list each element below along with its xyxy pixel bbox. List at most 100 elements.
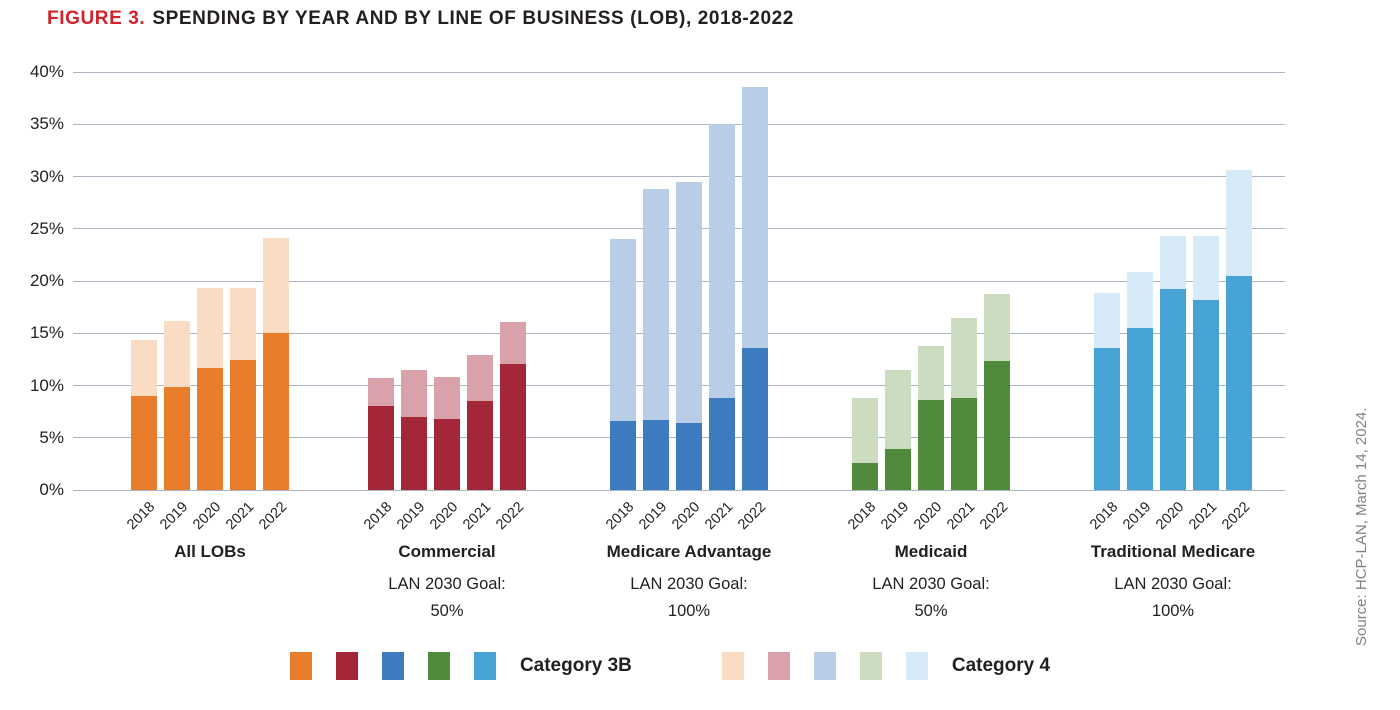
bar-medicare-advantage-2020 [676, 181, 702, 490]
goal-text-line1: LAN 2030 Goal: [872, 575, 990, 593]
legend-swatch-cat3b-all-lobs [289, 652, 312, 680]
segment-category-3b [852, 462, 878, 490]
segment-category-3b [1226, 275, 1252, 490]
y-tick-label: 25% [29, 218, 64, 238]
goal-text-line2: 50% [430, 602, 464, 620]
group-label-commercial: Commercial [398, 542, 496, 561]
segment-category-3b [500, 363, 526, 490]
legend: Category 3B Category 4 [0, 652, 1340, 680]
bar-traditional-medicare-2018 [1094, 292, 1120, 490]
segment-category-4 [467, 355, 493, 402]
bar-commercial-2021 [467, 355, 493, 490]
legend-swatch-cat4-medicaid [859, 652, 882, 680]
y-axis-tick-labels: 0% 5% 10% 15% 20% 25% 30% 35% 40% [18, 62, 64, 499]
legend-swatch-cat3b-traditional-medicare [473, 652, 496, 680]
y-tick-label: 10% [29, 375, 64, 395]
group-label-medicare-advantage: Medicare Advantage [606, 542, 772, 561]
gridline-30 [73, 176, 1285, 177]
bar-medicaid-2022 [984, 293, 1010, 490]
gridline-35 [73, 123, 1285, 125]
segment-category-4 [1193, 236, 1219, 300]
y-tick-label: 35% [29, 114, 64, 134]
bar-medicaid-2021 [951, 317, 977, 490]
group-label-all-lobs: All LOBs [174, 542, 246, 561]
segment-category-3b [1160, 289, 1186, 490]
segment-category-3b [1094, 347, 1120, 490]
segment-category-4 [434, 377, 460, 419]
segment-category-4 [1094, 292, 1120, 348]
bar-medicare-advantage-2018 [610, 239, 636, 490]
segment-category-3b [676, 423, 702, 490]
bar-medicaid-2020 [918, 345, 944, 490]
segment-category-3b [401, 416, 427, 490]
legend-swatch-cat4-commercial [767, 652, 790, 680]
segment-category-3b [467, 401, 493, 490]
legend-swatches-category-4 [721, 652, 952, 680]
source-note: Source: HCP-LAN, March 14, 2024. [1353, 407, 1370, 646]
segment-category-4 [918, 345, 944, 401]
segment-category-4 [676, 181, 702, 424]
segment-category-3b [643, 420, 669, 490]
segment-category-4 [263, 238, 289, 334]
bar-all-lobs-2022 [263, 238, 289, 490]
goal-text-line1: LAN 2030 Goal: [630, 575, 748, 593]
legend-label-category-3b: Category 3B [519, 655, 632, 676]
y-tick-label: 30% [29, 166, 64, 186]
segment-category-3b [885, 449, 911, 490]
segment-category-4 [1160, 236, 1186, 290]
segment-category-3b [1193, 299, 1219, 490]
segment-category-4 [197, 288, 223, 368]
segment-category-4 [742, 86, 768, 348]
segment-category-3b [918, 400, 944, 490]
segment-category-3b [951, 398, 977, 490]
segment-category-4 [885, 369, 911, 450]
segment-category-4 [1226, 170, 1252, 276]
legend-swatch-cat3b-medicaid [427, 652, 450, 680]
legend-swatch-cat3b-commercial [335, 652, 358, 680]
y-tick-label: 5% [39, 427, 64, 447]
segment-category-3b [742, 347, 768, 490]
bar-medicare-advantage-2022 [742, 86, 768, 490]
segment-category-4 [131, 339, 157, 396]
segment-category-4 [610, 239, 636, 422]
segment-category-3b [164, 386, 190, 490]
gridline-40 [73, 71, 1285, 73]
y-tick-label: 0% [39, 480, 64, 499]
segment-category-3b [368, 406, 394, 490]
segment-category-3b [984, 361, 1010, 490]
y-tick-label: 15% [29, 323, 64, 343]
bar-commercial-2020 [434, 377, 460, 490]
bar-traditional-medicare-2019 [1127, 271, 1153, 490]
bar-commercial-2022 [500, 321, 526, 490]
plot-area: 2018 2019 2020 2021 2022 All LOBs 2018 2019 2020… [73, 71, 1285, 620]
bar-medicaid-2019 [885, 369, 911, 490]
segment-category-4 [500, 321, 526, 364]
group-label-medicaid: Medicaid [894, 542, 968, 561]
group-label-traditional-medicare: Traditional Medicare [1090, 542, 1256, 561]
legend-swatch-cat4-traditional-medicare [905, 652, 928, 680]
segment-category-4 [164, 320, 190, 387]
bar-all-lobs-2018 [131, 339, 157, 490]
segment-category-3b [1127, 328, 1153, 490]
segment-category-3b [230, 360, 256, 490]
bar-all-lobs-2020 [197, 288, 223, 490]
goal-text-line2: 50% [914, 602, 948, 620]
bar-medicare-advantage-2021 [709, 124, 735, 490]
goal-text-line1: LAN 2030 Goal: [388, 575, 506, 593]
segment-category-4 [951, 317, 977, 399]
bar-traditional-medicare-2020 [1160, 236, 1186, 490]
segment-category-3b [131, 395, 157, 490]
legend-swatch-cat3b-medicare-advantage [381, 652, 404, 680]
figure-title-prefix: FIGURE 3. [47, 8, 146, 29]
goal-text-line2: 100% [667, 602, 711, 620]
segment-category-3b [197, 367, 223, 490]
y-tick-label: 40% [29, 62, 64, 81]
legend-swatch-cat4-medicare-advantage [813, 652, 836, 680]
legend-swatch-cat4-all-lobs [721, 652, 744, 680]
segment-category-4 [368, 378, 394, 407]
figure-title: FIGURE 3. SPENDING BY YEAR AND BY LINE OF… [47, 8, 794, 30]
segment-category-3b [263, 333, 289, 490]
segment-category-3b [434, 418, 460, 490]
segment-category-4 [852, 398, 878, 463]
